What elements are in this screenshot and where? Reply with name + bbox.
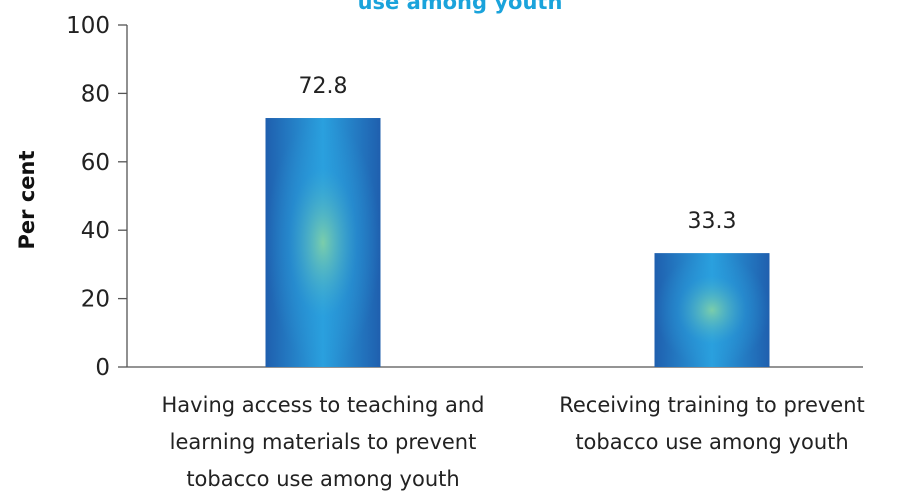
category-labels: Having access to teaching and learning ma… <box>162 393 865 491</box>
y-axis-title: Per cent <box>15 151 39 250</box>
category-label-line: tobacco use among youth <box>186 467 459 491</box>
y-tick-label: 100 <box>66 13 110 39</box>
data-labels: 72.8 33.3 <box>299 74 737 234</box>
category-label-line: Receiving training to prevent <box>559 393 865 417</box>
bar-highlight <box>265 118 381 367</box>
category-label-line: Having access to teaching and <box>162 393 485 417</box>
category-label-line: tobacco use among youth <box>575 430 848 454</box>
y-tick-label: 0 <box>95 355 110 381</box>
category-label-line: learning materials to prevent <box>170 430 477 454</box>
y-tick-label: 20 <box>81 287 110 313</box>
bars <box>265 118 770 367</box>
y-tick-label: 60 <box>81 150 110 176</box>
y-tick-label: 80 <box>81 81 110 107</box>
data-label: 33.3 <box>688 209 737 234</box>
bar-highlight <box>654 253 770 367</box>
y-tick-label: 40 <box>81 218 110 244</box>
data-label: 72.8 <box>299 74 348 99</box>
category-label: Having access to teaching and learning ma… <box>162 393 485 491</box>
y-axis-ticks: 0 20 40 60 80 100 <box>66 13 127 381</box>
chart-title: use among youth <box>358 0 563 14</box>
category-label: Receiving training to prevent tobacco use… <box>559 393 865 454</box>
